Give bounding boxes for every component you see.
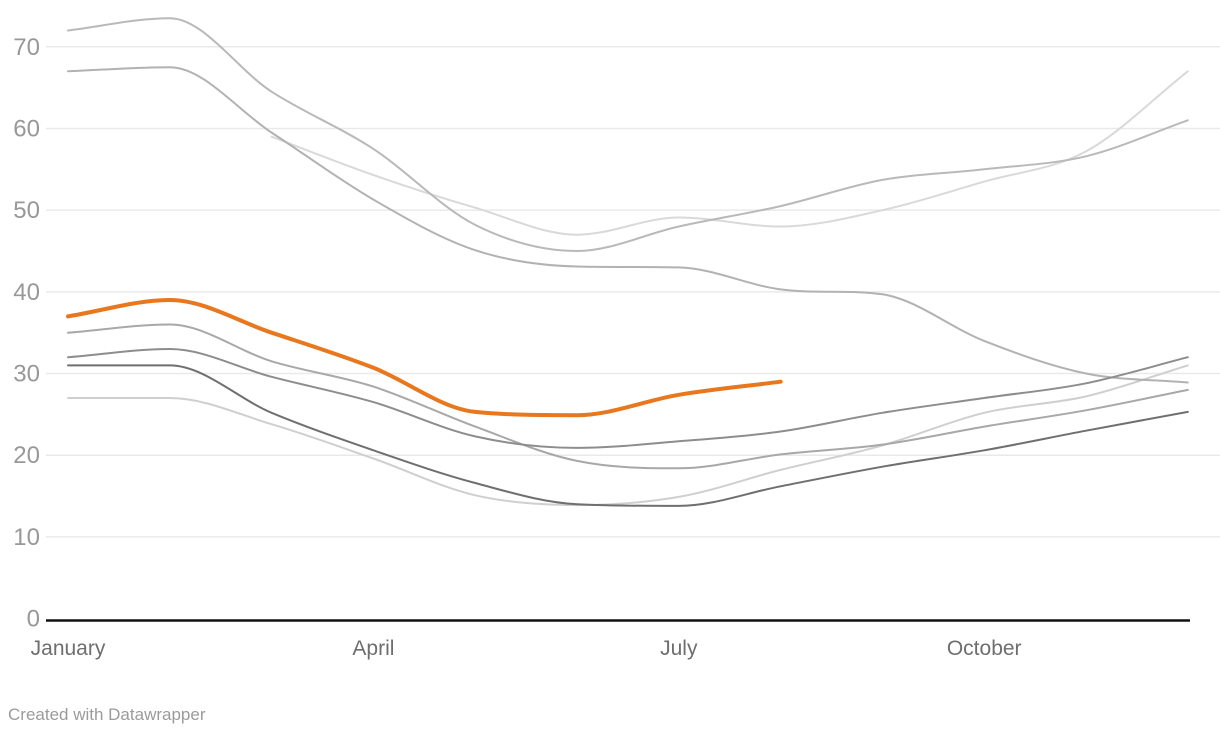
y-tick-label-0: 0 (27, 606, 40, 633)
series-line-highlight-orange (66, 298, 783, 418)
x-axis-labels: January April July October (31, 637, 1022, 660)
y-tick-label-30: 30 (13, 361, 40, 388)
series-line-gray-upper-1 (67, 17, 1189, 252)
series-line-light-gray-lower (67, 364, 1189, 507)
series-line-gray-upper-2 (67, 66, 1189, 384)
series-line-light-gray-upper (270, 70, 1189, 236)
y-tick-label-40: 40 (13, 279, 40, 306)
series-line-gray-mid-1 (67, 323, 1189, 470)
credit-text: Created with Datawrapper (8, 705, 206, 724)
x-tick-label-april: April (352, 637, 394, 660)
series-line-gray-mid-2 (67, 348, 1189, 449)
gridlines (46, 46, 1220, 622)
x-tick-label-january: January (31, 637, 106, 660)
x-tick-label-october: October (947, 637, 1022, 660)
series-lines (66, 17, 1189, 507)
series-line-dark-gray (67, 364, 1189, 507)
y-tick-label-60: 60 (13, 115, 40, 142)
y-tick-label-70: 70 (13, 34, 40, 61)
x-tick-label-july: July (660, 637, 698, 660)
y-tick-label-20: 20 (13, 442, 40, 469)
y-tick-label-10: 10 (13, 524, 40, 551)
y-tick-label-50: 50 (13, 197, 40, 224)
y-axis-labels: 0 10 20 30 40 50 60 70 (13, 34, 40, 633)
